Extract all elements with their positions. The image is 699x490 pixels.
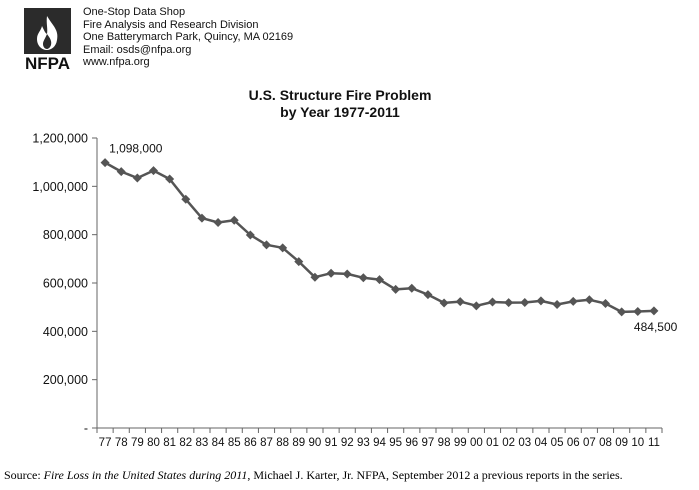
nfpa-logo: NFPA <box>15 6 80 72</box>
data-point <box>536 296 546 306</box>
y-tick-label: 1,000,000 <box>32 180 88 194</box>
x-tick-label: 81 <box>163 437 176 449</box>
data-point <box>326 268 336 278</box>
x-tick-label: 98 <box>438 437 451 449</box>
x-tick-label: 02 <box>502 437 515 449</box>
x-tick-label: 79 <box>131 437 144 449</box>
logo-text: NFPA <box>25 54 70 72</box>
data-point <box>455 297 465 307</box>
data-point <box>391 284 401 294</box>
data-point <box>310 272 320 282</box>
data-point <box>116 167 126 177</box>
flame-icon <box>37 16 58 50</box>
x-tick-label: 87 <box>260 437 273 449</box>
data-point <box>552 300 562 310</box>
x-tick-label: 84 <box>212 437 225 449</box>
y-tick-label: 800,000 <box>43 228 88 242</box>
data-point <box>439 298 449 308</box>
data-point <box>358 273 368 283</box>
x-tick-label: 10 <box>631 437 644 449</box>
x-tick-label: 99 <box>454 437 467 449</box>
y-tick-label: - <box>84 422 88 436</box>
header-contact: One-Stop Data Shop Fire Analysis and Res… <box>83 6 293 69</box>
data-point <box>294 257 304 267</box>
x-tick-label: 05 <box>551 437 564 449</box>
data-point <box>504 298 514 308</box>
chart-title: U.S. Structure Fire Problem <box>249 87 432 103</box>
x-tick-label: 94 <box>373 437 386 449</box>
data-point <box>278 243 288 253</box>
x-tick-label: 82 <box>179 437 192 449</box>
data-point <box>375 275 384 285</box>
x-tick-label: 04 <box>535 437 548 449</box>
data-point <box>488 297 497 307</box>
x-tick-label: 11 <box>648 437 660 449</box>
x-tick-label: 08 <box>599 437 612 449</box>
header-line-website: www.nfpa.org <box>83 56 150 69</box>
x-tick-label: 95 <box>389 437 402 449</box>
header-line-email: Email: osds@nfpa.org <box>83 43 192 56</box>
x-tick-label: 77 <box>99 437 112 449</box>
data-point <box>245 230 255 240</box>
x-tick-label: 92 <box>341 437 354 449</box>
source-prefix: Source: <box>4 468 44 482</box>
x-tick-label: 90 <box>309 437 322 449</box>
data-point <box>132 173 142 183</box>
data-point <box>471 301 481 311</box>
x-tick-label: 00 <box>470 437 483 449</box>
x-tick-label: 03 <box>518 437 531 449</box>
y-tick-label: 400,000 <box>43 325 88 339</box>
data-point <box>229 215 239 225</box>
y-tick-label: 1,200,000 <box>32 132 88 146</box>
plot-area: 1,098,000 484,500 <box>100 142 678 334</box>
data-point <box>197 213 207 223</box>
data-point <box>165 174 175 184</box>
data-point <box>601 299 610 309</box>
data-label: 484,500 <box>634 320 678 334</box>
header-line-division: Fire Analysis and Research Division <box>83 18 259 31</box>
y-tick-label: 600,000 <box>43 277 88 291</box>
data-point <box>520 297 530 307</box>
chart-axes: - 200,000 400,000 600,000 800,000 1,000,000 1,… <box>32 132 663 449</box>
x-tick-label: 97 <box>422 437 435 449</box>
data-point <box>181 194 191 204</box>
y-tick-label: 200,000 <box>43 373 88 387</box>
data-point <box>407 283 417 293</box>
flame-inner-icon <box>43 34 52 49</box>
header-line-address: One Batterymarch Park, Quincy, MA 02169 <box>83 31 294 44</box>
source-title: Fire Loss in the United States during 20… <box>43 468 248 482</box>
data-point <box>262 240 271 250</box>
x-tick-label: 80 <box>147 437 160 449</box>
x-tick-label: 93 <box>357 437 370 449</box>
x-tick-label: 07 <box>583 437 596 449</box>
data-point <box>584 295 594 305</box>
series-line <box>104 161 654 314</box>
x-tick-label: 88 <box>276 437 289 449</box>
source-suffix: , Michael J. Karter, Jr. NFPA, September… <box>247 468 623 482</box>
data-point <box>213 217 223 227</box>
data-point <box>568 296 578 306</box>
data-point <box>100 158 110 168</box>
data-point <box>149 166 158 176</box>
x-tick-label: 89 <box>292 437 305 449</box>
data-point <box>423 290 433 300</box>
x-tick-label: 01 <box>486 437 499 449</box>
x-tick-label: 78 <box>115 437 128 449</box>
data-label: 1,098,000 <box>109 142 163 156</box>
source-note: Source: Fire Loss in the United States d… <box>4 468 623 483</box>
x-tick-label: 91 <box>325 437 338 449</box>
x-tick-label: 06 <box>567 437 580 449</box>
x-tick-label: 96 <box>405 437 418 449</box>
data-point <box>342 269 352 279</box>
header-line-shop: One-Stop Data Shop <box>83 6 186 18</box>
data-point <box>617 307 627 317</box>
x-tick-label: 86 <box>244 437 257 449</box>
data-point <box>633 307 643 317</box>
x-tick-label: 85 <box>228 437 241 449</box>
x-tick-label: 09 <box>615 437 628 449</box>
chart-subtitle: by Year 1977-2011 <box>280 104 400 120</box>
data-point <box>649 306 659 316</box>
x-tick-label: 83 <box>196 437 209 449</box>
